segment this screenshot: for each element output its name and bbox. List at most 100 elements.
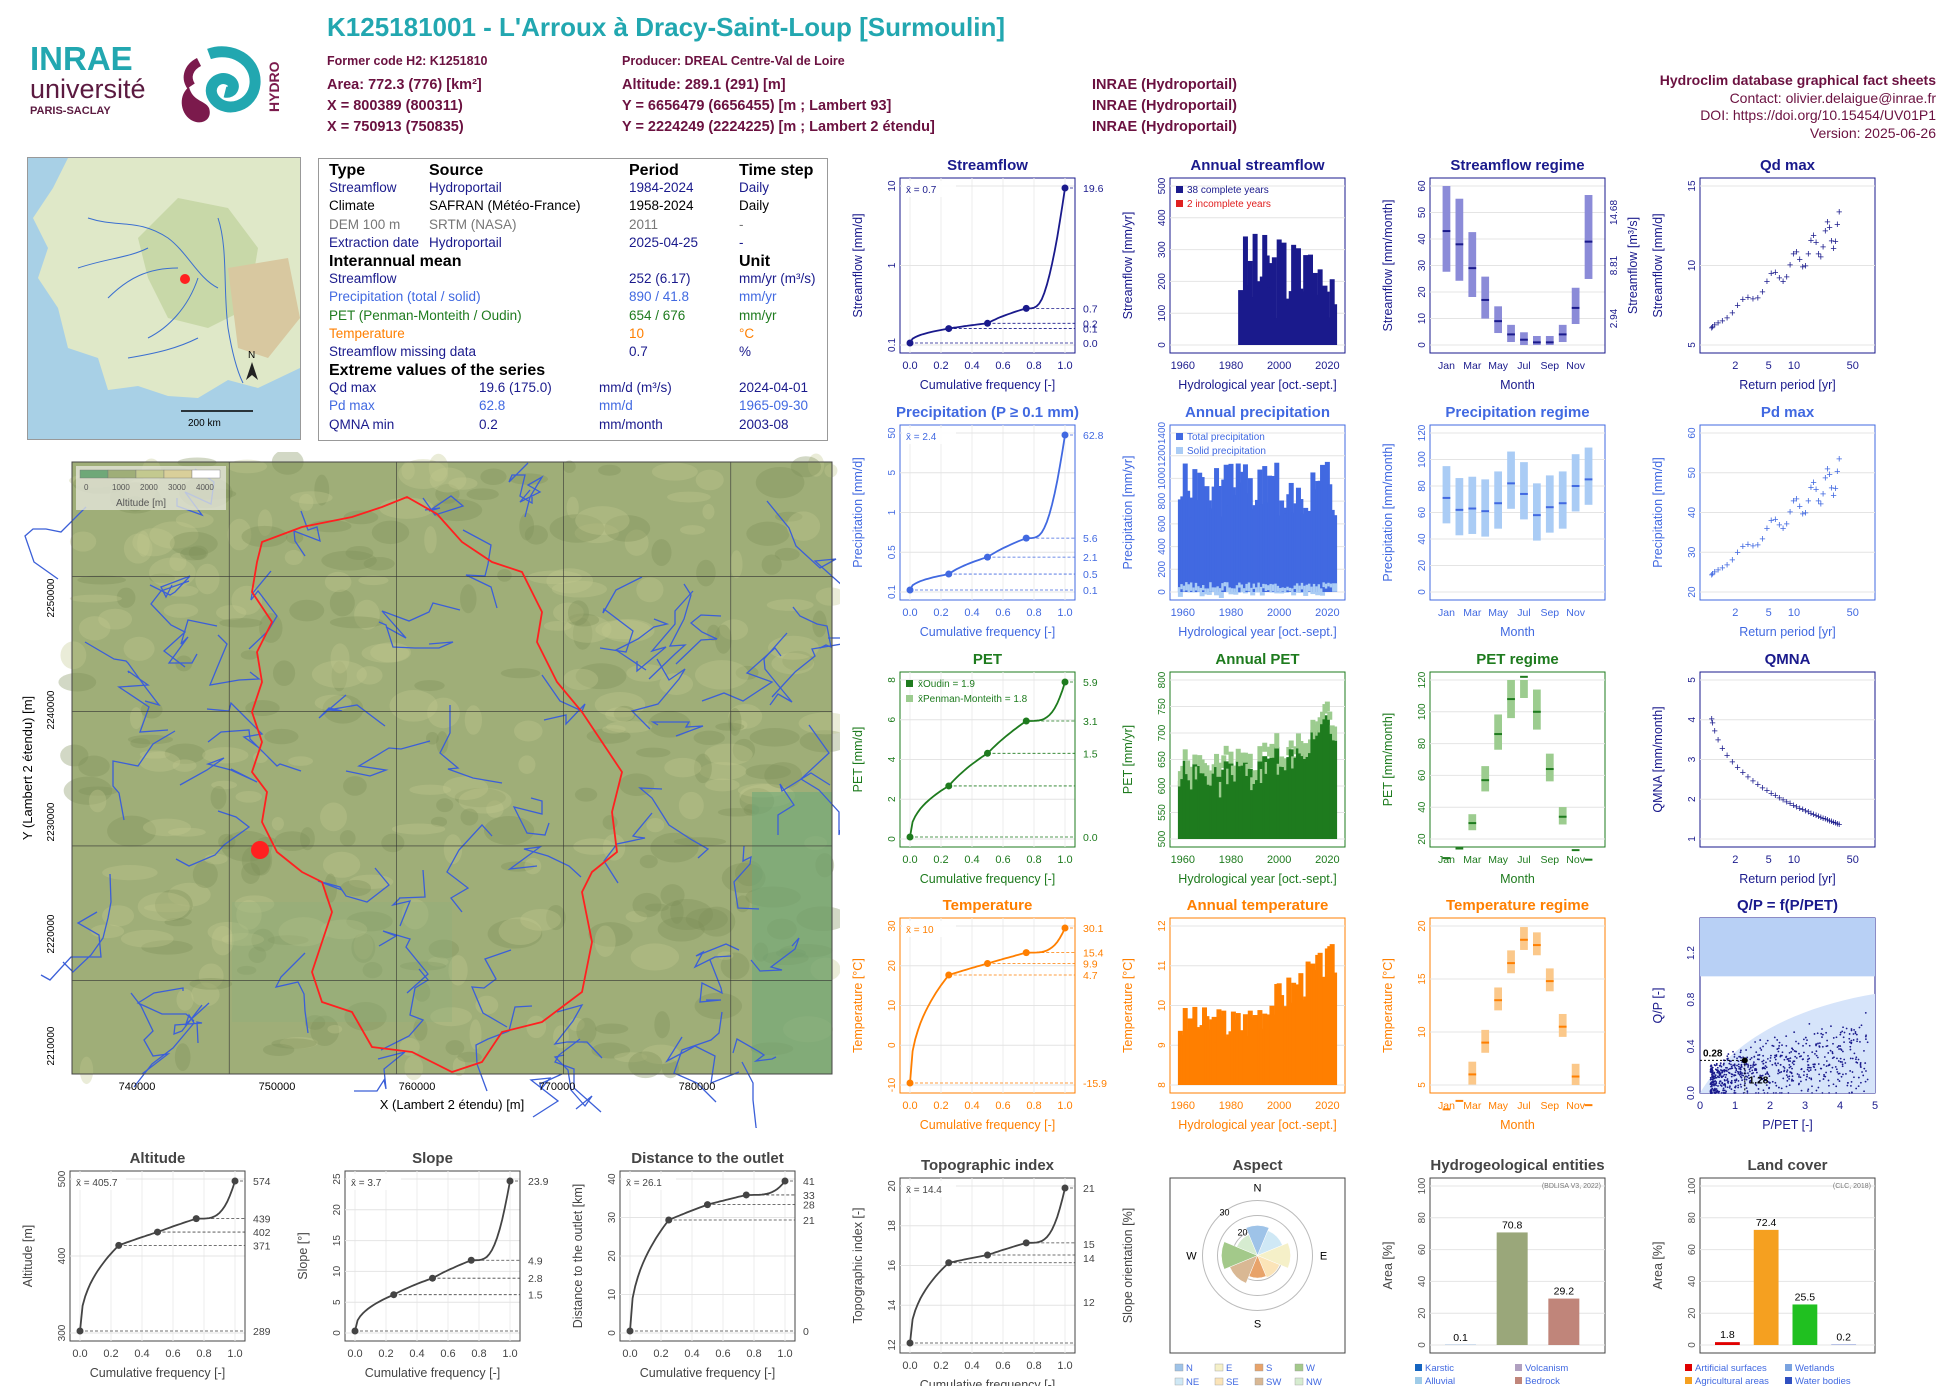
return-point: + [1826,222,1832,234]
day-point [1720,1092,1723,1094]
map-xlabel: X (Lambert 2 étendu) [m] [380,1097,525,1112]
return-point: + [1715,565,1721,577]
x-tick: Jul [1517,360,1530,372]
day-point [1857,1058,1860,1061]
y-axis-label: Q/P [-] [1651,988,1665,1024]
day-point [1759,1074,1762,1077]
day-point [1788,1084,1791,1086]
day-point [1724,1076,1727,1079]
day-point [1748,1068,1751,1071]
x-tick: Nov [1566,607,1585,619]
day-point [1850,1042,1853,1045]
day-point [1719,1064,1722,1067]
day-point [1777,1047,1780,1050]
x-tick: May [1488,1100,1509,1112]
category-bar [1792,1304,1818,1345]
day-point [1791,1061,1794,1064]
day-point [1773,1036,1776,1039]
day-point [1808,1044,1811,1047]
day-point [1843,1058,1846,1061]
x-tick: 1980 [1219,360,1243,372]
x-tick: 0.4 [409,1348,424,1360]
day-point [1816,1032,1819,1035]
y-axis-label: Temperature [°C] [1381,958,1395,1053]
day-point [1711,1072,1714,1075]
extreme-cell: 2024-04-01 [739,380,809,396]
y-tick: 20 [1687,1307,1698,1319]
year-bar-oudin [1177,771,1183,787]
aspect-dir: S [1254,1319,1261,1331]
month-box [1481,479,1490,537]
x-tick: 2 [1732,360,1738,372]
y-tick: 5 [887,470,898,476]
return-point: + [1818,812,1824,824]
day-point [1786,1069,1789,1072]
day-point [1709,1065,1712,1067]
y-tick: 16 [887,1260,898,1272]
x-lambert93: X = 800389 (800311) [327,98,463,114]
return-point: + [1826,469,1832,481]
day-point [1862,1074,1865,1077]
day-point [1739,1083,1742,1086]
day-point [1802,1044,1804,1047]
day-point [1765,1079,1767,1082]
day-point [1768,1082,1771,1084]
x-tick: 2000 [1267,607,1291,619]
extreme-cell: 62.8 [479,398,506,414]
return-point: + [1780,523,1786,535]
day-point [1846,1081,1849,1084]
day-point [1800,1080,1802,1083]
y-tick: 80 [1417,738,1428,750]
day-point [1737,1063,1740,1066]
north-label: N [248,350,255,361]
day-point [1727,1071,1730,1074]
y-tick: 40 [1417,533,1428,545]
return-point: + [1734,547,1740,559]
extreme-cell: mm/d (m³/s) [599,380,672,396]
x-tick: 0.6 [440,1348,455,1360]
x-tick: 0.8 [1026,1360,1041,1372]
day-point [1783,1070,1785,1073]
return-point: + [1830,490,1836,502]
day-point [1795,1040,1797,1043]
day-point [1841,1050,1844,1053]
day-point [1758,1054,1761,1056]
return-point: + [1830,243,1836,255]
day-point [1775,1064,1778,1067]
map-ylabel: Y (Lambert 2 étendu) [m] [20,696,35,840]
day-point [1726,1079,1728,1082]
day-point [1752,1064,1755,1067]
day-point [1845,1072,1847,1075]
day-point [1849,1070,1852,1072]
day-point [1777,1070,1780,1072]
x-tick: 1 [1732,1100,1738,1112]
day-point [1734,1086,1737,1089]
day-point [1774,1058,1777,1061]
day-point [1767,1073,1770,1076]
day-point [1839,1033,1842,1036]
y-tick: 200 [1157,561,1168,578]
y-axis-label: Streamflow [mm/month] [1381,200,1395,332]
day-point [1839,1048,1842,1050]
legend-item: S [1266,1363,1272,1374]
y-axis-label: Precipitation [mm/month] [1381,443,1395,581]
day-point [1774,1054,1776,1057]
day-point [1805,1078,1808,1081]
return-point: + [1820,488,1826,500]
x-tick: Jan [1438,607,1455,619]
day-point [1821,1092,1824,1094]
x-tick: Jan [1438,854,1455,866]
day-point [1760,1075,1763,1077]
day-point [1715,1082,1718,1085]
x-tick: 0.6 [995,607,1010,619]
bar-label: 70.8 [1502,1219,1523,1231]
month-box [1533,335,1541,345]
energy-limit-zone [1700,918,1875,977]
y-tick: 1400 [1157,421,1168,444]
x-tick: 1960 [1171,854,1195,866]
day-point [1765,1061,1767,1064]
y-tick: 40 [1417,1275,1428,1287]
y-tick: 0 [1157,589,1168,595]
chart-title: Land cover [1747,1157,1827,1174]
y-tick: 30 [887,920,898,932]
